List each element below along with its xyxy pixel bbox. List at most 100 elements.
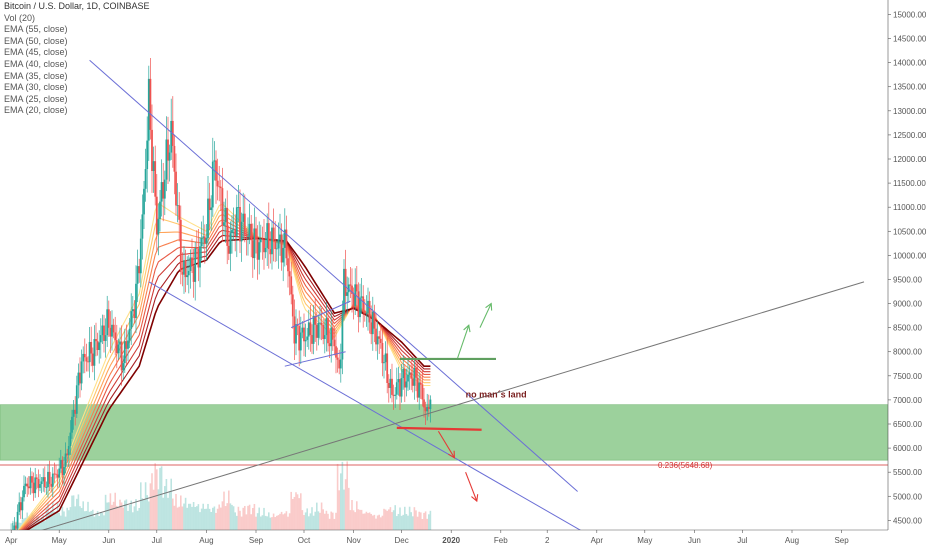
volume-bar bbox=[420, 512, 422, 530]
candle bbox=[368, 300, 371, 323]
candle bbox=[346, 292, 349, 296]
volume-bar bbox=[229, 503, 232, 530]
volume-bar bbox=[269, 517, 272, 530]
candle bbox=[293, 316, 296, 344]
candle bbox=[405, 381, 408, 388]
plot-area bbox=[0, 58, 888, 530]
ema-line bbox=[22, 229, 431, 530]
candle bbox=[146, 140, 149, 170]
candle bbox=[139, 238, 142, 274]
candle bbox=[307, 322, 310, 337]
volume-bar bbox=[165, 479, 168, 530]
volume-bar bbox=[45, 508, 48, 530]
candle bbox=[373, 311, 376, 329]
candle bbox=[419, 382, 422, 385]
candle bbox=[355, 284, 358, 292]
volume-bar bbox=[360, 509, 363, 530]
volume-bar bbox=[205, 508, 208, 530]
fib-label: 0.236(5648.68) bbox=[658, 461, 713, 470]
candle bbox=[173, 145, 176, 172]
candle bbox=[269, 249, 272, 255]
volume-bar bbox=[58, 512, 60, 530]
candle bbox=[253, 228, 256, 259]
candle bbox=[191, 257, 193, 267]
price-axis-bg bbox=[888, 0, 932, 550]
candle bbox=[111, 324, 113, 337]
volume-bar bbox=[266, 516, 268, 530]
candle bbox=[280, 234, 283, 263]
x-tick-label: Jun bbox=[688, 536, 701, 545]
volume-bar bbox=[218, 504, 220, 530]
volume-bar bbox=[392, 510, 395, 530]
volume-bar bbox=[397, 513, 400, 530]
volume-bar bbox=[359, 509, 361, 530]
volume-bar bbox=[290, 491, 292, 530]
legend-ema-30: EMA (30, close) bbox=[4, 82, 68, 93]
volume-bar bbox=[48, 513, 51, 530]
volume-bar bbox=[52, 502, 54, 530]
trendline-small-channel-upper bbox=[290, 300, 351, 329]
ema-ribbon bbox=[17, 202, 431, 530]
volume-bar bbox=[40, 517, 43, 530]
candle bbox=[106, 309, 109, 336]
candle bbox=[349, 284, 352, 286]
volume-bar bbox=[407, 515, 409, 530]
volume-bar bbox=[223, 491, 225, 530]
volume-bar bbox=[122, 507, 124, 530]
trendline-upper-channel bbox=[89, 59, 578, 492]
candle bbox=[135, 283, 137, 319]
candle bbox=[323, 335, 326, 340]
candle bbox=[237, 207, 240, 208]
candle bbox=[210, 207, 213, 211]
arrow-head bbox=[448, 450, 455, 459]
volume-bar bbox=[196, 506, 198, 530]
candle bbox=[394, 394, 397, 396]
candle bbox=[186, 275, 189, 278]
legend-ema-25: EMA (25, close) bbox=[4, 93, 68, 104]
candle bbox=[327, 318, 329, 344]
volume-bar bbox=[74, 506, 76, 530]
volume-bar bbox=[426, 518, 428, 530]
volume-bar bbox=[282, 514, 284, 530]
candle bbox=[42, 477, 45, 482]
candle bbox=[82, 353, 85, 362]
y-tick-label: 13000.00 bbox=[893, 107, 927, 116]
y-tick-label: 7500.00 bbox=[893, 372, 922, 381]
candle bbox=[333, 339, 336, 347]
candle bbox=[391, 378, 393, 395]
volume-bar bbox=[368, 512, 371, 530]
candle bbox=[312, 315, 315, 344]
ema-line bbox=[17, 202, 431, 530]
candle bbox=[392, 394, 395, 396]
candle bbox=[240, 221, 243, 242]
volume-bar bbox=[191, 506, 193, 530]
volume-bar bbox=[39, 520, 41, 530]
volume-bar bbox=[170, 478, 172, 530]
y-tick-label: 4500.00 bbox=[893, 516, 922, 525]
candle bbox=[298, 326, 301, 351]
volume-bar bbox=[204, 508, 206, 530]
legend-ema-50: EMA (50, close) bbox=[4, 35, 68, 46]
candle bbox=[367, 300, 369, 313]
volume-bar bbox=[383, 508, 385, 530]
volume-bar bbox=[224, 506, 227, 530]
volume-bar bbox=[332, 512, 334, 530]
candle bbox=[98, 342, 101, 351]
volume-bar bbox=[221, 501, 224, 530]
candle bbox=[176, 205, 179, 207]
candle bbox=[167, 139, 169, 161]
volume-bar bbox=[298, 498, 300, 530]
x-tick-label: Apr bbox=[591, 536, 604, 545]
volume-bar bbox=[336, 463, 339, 530]
candle bbox=[138, 266, 141, 274]
candle bbox=[402, 368, 405, 379]
y-tick-label: 12500.00 bbox=[893, 131, 927, 140]
volume-bar bbox=[151, 473, 153, 530]
candle bbox=[72, 409, 75, 417]
volume-bar bbox=[197, 504, 200, 530]
candle bbox=[389, 378, 392, 388]
candle bbox=[267, 223, 270, 250]
volume-bar bbox=[156, 469, 158, 530]
candle bbox=[175, 171, 177, 206]
candle bbox=[352, 293, 355, 307]
